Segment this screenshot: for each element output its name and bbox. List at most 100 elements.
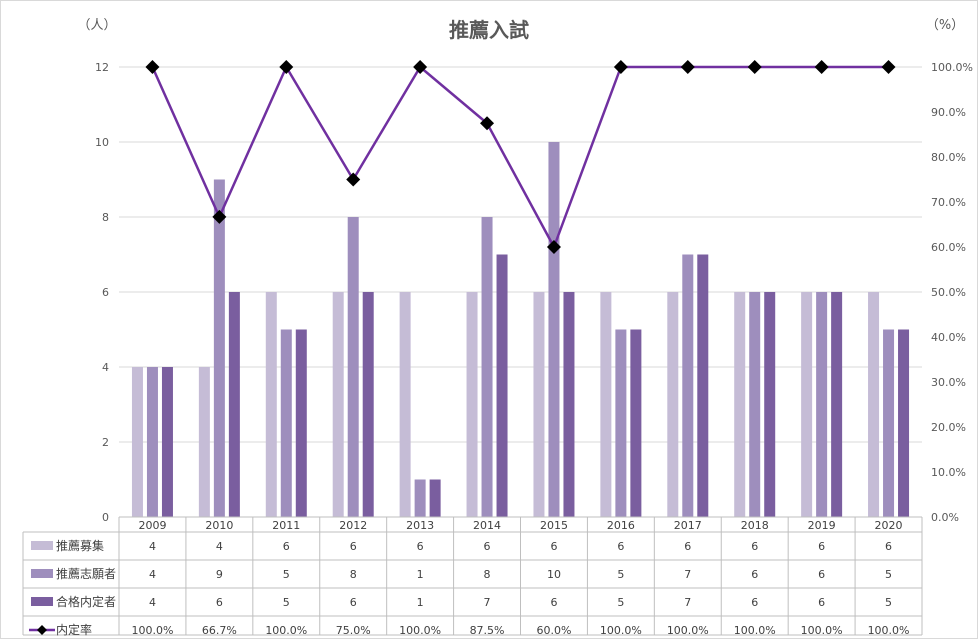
bar: [332, 292, 344, 517]
bar: [399, 292, 411, 517]
category-label: 2012: [339, 519, 367, 532]
series-name: 推薦募集: [56, 538, 104, 553]
right-tick-label: 20.0%: [931, 421, 966, 434]
data-cell: 4: [216, 540, 223, 553]
bar: [280, 329, 292, 517]
bar: [496, 254, 508, 517]
right-tick-label: 90.0%: [931, 106, 966, 119]
bar: [429, 479, 441, 517]
data-cell: 6: [751, 596, 758, 609]
category-label: 2019: [808, 519, 836, 532]
right-tick-label: 100.0%: [931, 61, 973, 74]
series-name: 推薦志願者: [56, 567, 116, 581]
category-label: 2011: [272, 519, 300, 532]
rate-point: [212, 209, 227, 224]
right-tick-label: 0.0%: [931, 511, 959, 524]
category-label: 2016: [607, 519, 635, 532]
data-cell: 8: [484, 568, 491, 581]
rate-point: [145, 60, 160, 74]
data-cell: 10: [547, 568, 561, 581]
data-cell: 6: [484, 540, 491, 553]
data-cell: 4: [149, 568, 156, 581]
category-label: 2020: [875, 519, 903, 532]
data-cell: 7: [684, 596, 691, 609]
right-tick-label: 60.0%: [931, 241, 966, 254]
data-cell: 100.0%: [265, 624, 307, 637]
bar: [749, 292, 761, 517]
left-tick-label: 4: [102, 361, 109, 374]
data-cell: 5: [885, 568, 892, 581]
bar: [667, 292, 679, 517]
bar: [347, 217, 359, 517]
bar: [548, 142, 560, 517]
bar: [697, 254, 709, 517]
rate-line: [145, 60, 896, 254]
data-cell: 6: [818, 568, 825, 581]
rate-point: [279, 60, 294, 74]
data-cell: 6: [350, 540, 357, 553]
data-cell: 5: [617, 596, 624, 609]
legend-key: [31, 541, 53, 550]
data-cell: 6: [751, 568, 758, 581]
right-tick-label: 10.0%: [931, 466, 966, 479]
category-label: 2018: [741, 519, 769, 532]
legend-key: [31, 569, 53, 578]
data-cell: 5: [885, 596, 892, 609]
data-cell: 6: [417, 540, 424, 553]
data-cell: 8: [350, 568, 357, 581]
left-tick-label: 8: [102, 211, 109, 224]
bar: [630, 329, 642, 517]
data-cell: 4: [149, 596, 156, 609]
data-cell: 4: [149, 540, 156, 553]
data-cell: 87.5%: [470, 624, 505, 637]
data-cell: 100.0%: [801, 624, 843, 637]
data-cell: 5: [283, 568, 290, 581]
bar: [883, 329, 895, 517]
bar: [161, 367, 173, 517]
category-label: 2010: [205, 519, 233, 532]
category-label: 2017: [674, 519, 702, 532]
bar: [563, 292, 575, 517]
data-cell: 5: [617, 568, 624, 581]
bar: [414, 479, 426, 517]
bar: [682, 254, 694, 517]
left-tick-label: 12: [95, 61, 109, 74]
left-tick-label: 10: [95, 136, 109, 149]
series-name: 合格内定者: [56, 594, 116, 609]
data-cell: 7: [684, 568, 691, 581]
right-tick-label: 40.0%: [931, 331, 966, 344]
data-cell: 6: [350, 596, 357, 609]
bar: [466, 292, 478, 517]
bar: [734, 292, 746, 517]
bar: [213, 179, 225, 517]
bar: [764, 292, 776, 517]
data-cell: 100.0%: [734, 624, 776, 637]
category-label: 2015: [540, 519, 568, 532]
category-label: 2014: [473, 519, 501, 532]
data-cell: 6: [550, 540, 557, 553]
rate-point: [413, 60, 428, 74]
left-axis-ticks: 0 2 4 6 8 10 12: [95, 61, 109, 524]
data-cell: 6: [283, 540, 290, 553]
data-cell: 6: [550, 596, 557, 609]
rate-point: [480, 116, 495, 131]
bar: [600, 292, 612, 517]
data-cell: 100.0%: [667, 624, 709, 637]
series-name: 内定率: [56, 622, 92, 637]
bar: [295, 329, 307, 517]
data-cell: 9: [216, 568, 223, 581]
right-axis-ticks: 0.0% 10.0% 20.0% 30.0% 40.0% 50.0% 60.0% 70.0% 8…: [931, 61, 973, 524]
bar: [533, 292, 545, 517]
data-cell: 66.7%: [202, 624, 237, 637]
rate-point: [881, 60, 896, 74]
bar: [228, 292, 240, 517]
bar: [362, 292, 374, 517]
category-label: 2013: [406, 519, 434, 532]
bar: [831, 292, 843, 517]
bar: [615, 329, 627, 517]
right-tick-label: 50.0%: [931, 286, 966, 299]
data-table: 2009 2010 2011 2012 2013 2014 2015 2016 2017 2018…: [22, 516, 923, 637]
rate-point: [613, 60, 628, 74]
rate-line-path: [151, 65, 889, 249]
